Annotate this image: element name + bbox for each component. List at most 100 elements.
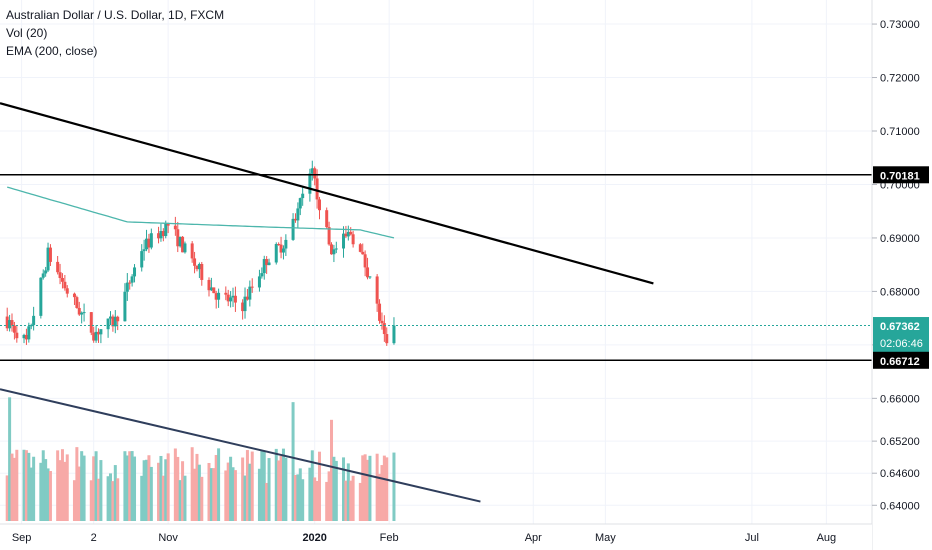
volume-bar: [27, 452, 31, 521]
volume-bar: [274, 448, 278, 521]
candle: [224, 286, 228, 301]
price-axis-background: [872, 0, 932, 524]
trendline-volume-downtrend[interactable]: [0, 388, 481, 503]
badge-last-price-value: 0.67362: [880, 321, 920, 333]
volume-bar: [183, 475, 187, 521]
candle: [310, 160, 314, 181]
candle: [111, 314, 115, 332]
candle: [274, 242, 278, 265]
volume-bar: [15, 449, 19, 521]
badge-last-price: 0.67362 02:06:46: [873, 317, 929, 353]
candle: [233, 286, 237, 312]
volume-bar: [181, 461, 185, 521]
candle: [308, 168, 312, 202]
volume-bar: [334, 460, 338, 521]
volume-bar: [75, 447, 79, 521]
volume-bar: [325, 481, 329, 521]
time-axis[interactable]: Sep 2 Nov 2020 Feb Apr May Jul Aug: [12, 532, 836, 544]
volume-bar: [72, 480, 76, 521]
time-tick-label: 2: [91, 532, 97, 544]
volume-bar: [157, 462, 161, 521]
candle: [265, 256, 269, 274]
candle: [8, 314, 12, 332]
chart-legend: Australian Dollar / U.S. Dollar, 1D, FXC…: [6, 6, 224, 60]
volume-bar: [142, 460, 146, 521]
time-tick-label: Nov: [158, 532, 178, 544]
volume-bar: [200, 476, 204, 521]
candle: [27, 322, 31, 343]
candle: [332, 244, 336, 263]
volume-bar: [82, 455, 86, 521]
time-tick-label: Feb: [380, 532, 399, 544]
volume-bar: [92, 456, 96, 521]
price-tick-label: 0.64600: [880, 468, 920, 480]
volume-bar: [310, 450, 314, 521]
volume-bar: [262, 451, 266, 521]
candle: [123, 283, 127, 322]
candlesticks: [5, 160, 396, 346]
time-tick-label: Aug: [817, 532, 837, 544]
candle: [145, 229, 149, 252]
volume-bar: [176, 456, 180, 521]
trendline-price-downtrend[interactable]: [0, 102, 654, 285]
legend-symbol[interactable]: Australian Dollar / U.S. Dollar, 1D, FXC…: [6, 8, 225, 22]
candle: [349, 227, 353, 236]
volume-bar: [279, 455, 283, 521]
candle: [166, 222, 170, 234]
price-tick-label: 0.66000: [880, 393, 920, 405]
volume-bar: [291, 402, 295, 521]
volume-bar: [315, 480, 319, 521]
candle: [41, 269, 45, 280]
candle: [245, 288, 249, 301]
candle: [77, 301, 81, 316]
legend-volume[interactable]: Vol (20): [6, 26, 48, 40]
candle: [190, 241, 194, 263]
candle: [241, 299, 245, 320]
volume-bar: [265, 482, 269, 521]
volume-bar: [284, 457, 288, 521]
trendlines[interactable]: [0, 102, 654, 503]
candle: [375, 274, 379, 312]
volume-bar: [243, 475, 247, 521]
volume-bar: [344, 480, 348, 521]
volume-bar: [46, 468, 50, 521]
candle: [229, 291, 233, 308]
candle: [212, 287, 216, 294]
volume-bar: [358, 482, 362, 521]
volume-bar: [363, 454, 367, 521]
candle: [231, 287, 235, 307]
time-tick-label: Jul: [745, 532, 759, 544]
candle: [366, 257, 370, 280]
volume-bar: [380, 465, 384, 521]
legend-ema[interactable]: EMA (200, close): [6, 44, 98, 58]
ema-line: [7, 186, 395, 239]
candle: [149, 228, 153, 250]
candle: [361, 243, 365, 255]
candle: [82, 303, 86, 322]
candle: [157, 226, 161, 244]
candle: [392, 317, 396, 345]
volume-bar: [24, 450, 28, 521]
volume-bar: [193, 468, 197, 521]
candle: [291, 213, 295, 241]
volume-bar: [94, 451, 98, 521]
volume-bar: [22, 449, 26, 521]
horizontal-levels[interactable]: [0, 174, 872, 362]
volume-bar: [116, 478, 120, 521]
price-tick-label: 0.71000: [880, 126, 920, 138]
candle: [317, 196, 321, 220]
candle: [72, 292, 76, 306]
candle: [44, 266, 48, 277]
volume-bar: [308, 467, 312, 521]
time-axis-background: [0, 524, 872, 550]
badge-resistance-value: 0.70181: [880, 170, 920, 182]
volume-bar: [281, 448, 285, 521]
volume-bar: [63, 461, 67, 521]
candle: [12, 321, 16, 340]
candle: [279, 236, 283, 259]
volume-bar: [173, 448, 177, 521]
volume-bar: [231, 467, 235, 521]
volume-bar: [161, 475, 165, 521]
candle: [380, 312, 384, 330]
